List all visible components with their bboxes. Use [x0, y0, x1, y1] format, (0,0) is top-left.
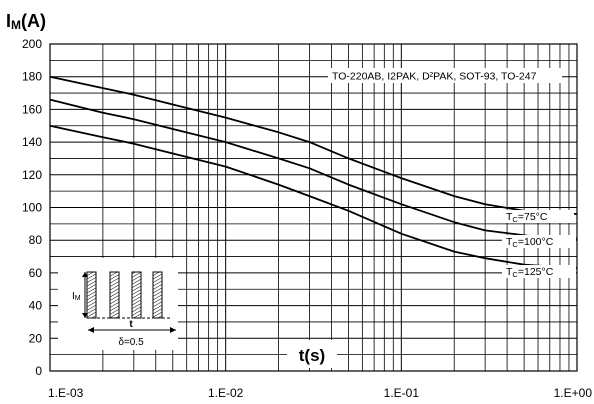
y-axis-label: IM(A) — [6, 11, 46, 32]
y-tick-label: 140 — [22, 135, 42, 149]
inset-t-label: t — [129, 319, 133, 330]
im-arrow-head — [82, 313, 88, 318]
curves — [49, 75, 578, 269]
y-tick-label: 120 — [22, 168, 42, 182]
y-tick-label: 0 — [35, 364, 42, 378]
series-label: TC=75°C — [506, 211, 548, 224]
x-tick-label: 1.E-02 — [208, 386, 244, 400]
tick-labels: 0 20 40 60 80 100 120 140 160 180 200 1.E-03 1.E-02 1… — [22, 37, 592, 400]
x-tick-label: 1.E-03 — [48, 386, 84, 400]
series-label-bg — [502, 265, 576, 278]
y-tick-label: 200 — [22, 37, 42, 51]
x-axis-label: t(s) — [299, 346, 325, 365]
x-tick-label: 1.E+00 — [554, 386, 593, 400]
im-arrow-head — [82, 272, 88, 277]
y-tick-label: 60 — [29, 266, 43, 280]
x-axis-label-box: t(s) — [287, 340, 337, 368]
series-line — [49, 124, 578, 269]
series-line — [49, 98, 577, 240]
series-line — [49, 75, 578, 215]
series-label: TC=100°C — [506, 236, 554, 249]
t-arrow-head — [170, 327, 176, 333]
series-label-bg — [502, 210, 574, 223]
y-tick-label: 20 — [29, 331, 43, 345]
pulse — [131, 271, 142, 319]
series-label: TC=125°C — [506, 266, 554, 279]
y-tick-label: 160 — [22, 102, 42, 116]
pulse — [86, 271, 97, 319]
t-arrow-head — [88, 327, 94, 333]
series-labels: TC=75°C TC=100°C TC=125°C — [502, 210, 576, 279]
plot-frame — [49, 43, 578, 372]
series-label-bg — [502, 235, 576, 248]
pulse — [109, 271, 120, 319]
y-tick-label: 100 — [22, 201, 42, 215]
pulse — [152, 271, 163, 319]
package-note: TO-220AB, I2PAK, D²PAK, SOT-93, TO-247 — [332, 71, 537, 83]
duty-cycle-inset: IM t δ=0.5 — [58, 258, 178, 350]
inset-im-label: IM — [72, 291, 81, 302]
inset-delta-label: δ=0.5 — [118, 337, 144, 348]
y-tick-label: 40 — [29, 299, 43, 313]
y-tick-label: 80 — [29, 233, 43, 247]
package-note-box: TO-220AB, I2PAK, D²PAK, SOT-93, TO-247 — [328, 68, 562, 83]
y-tick-label: 180 — [22, 70, 42, 84]
x-tick-label: 1.E-01 — [384, 386, 420, 400]
